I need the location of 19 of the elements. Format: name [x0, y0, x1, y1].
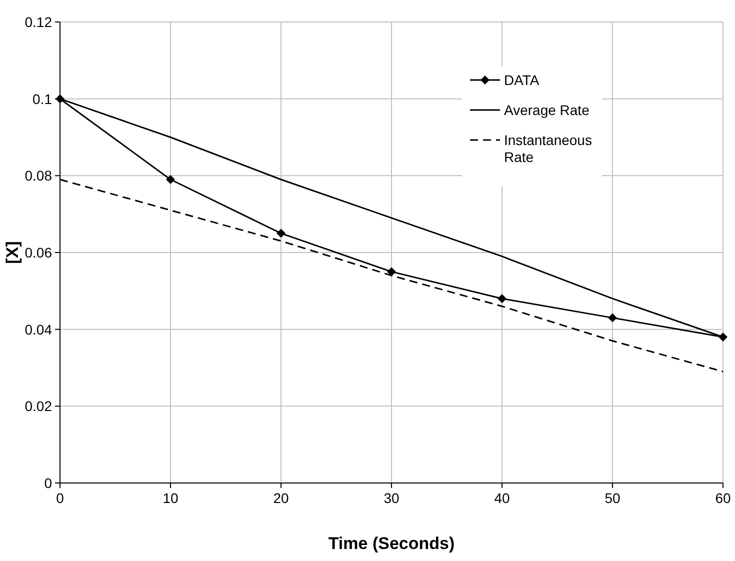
x-tick-label: 30 [384, 490, 400, 506]
x-tick-label: 10 [162, 490, 178, 506]
x-tick-label: 50 [604, 490, 620, 506]
x-tick-label: 0 [56, 490, 64, 506]
y-tick-label: 0.12 [24, 14, 52, 30]
x-axis-title: Time (Seconds) [328, 534, 455, 553]
y-tick-label: 0.08 [24, 168, 52, 184]
legend-label: Average Rate [504, 102, 590, 118]
y-axis-title: [X] [3, 241, 22, 264]
y-tick-label: 0 [44, 475, 52, 491]
y-tick-label: 0.06 [24, 244, 52, 260]
legend-label: DATA [504, 72, 540, 88]
x-tick-label: 60 [715, 490, 731, 506]
y-tick-label: 0.02 [24, 398, 52, 414]
x-tick-label: 40 [494, 490, 510, 506]
y-tick-label: 0.1 [32, 90, 52, 107]
legend-label: Instantaneous Rate [504, 132, 592, 165]
y-tick-label: 0.04 [24, 321, 52, 338]
x-tick-label: 20 [273, 490, 289, 506]
